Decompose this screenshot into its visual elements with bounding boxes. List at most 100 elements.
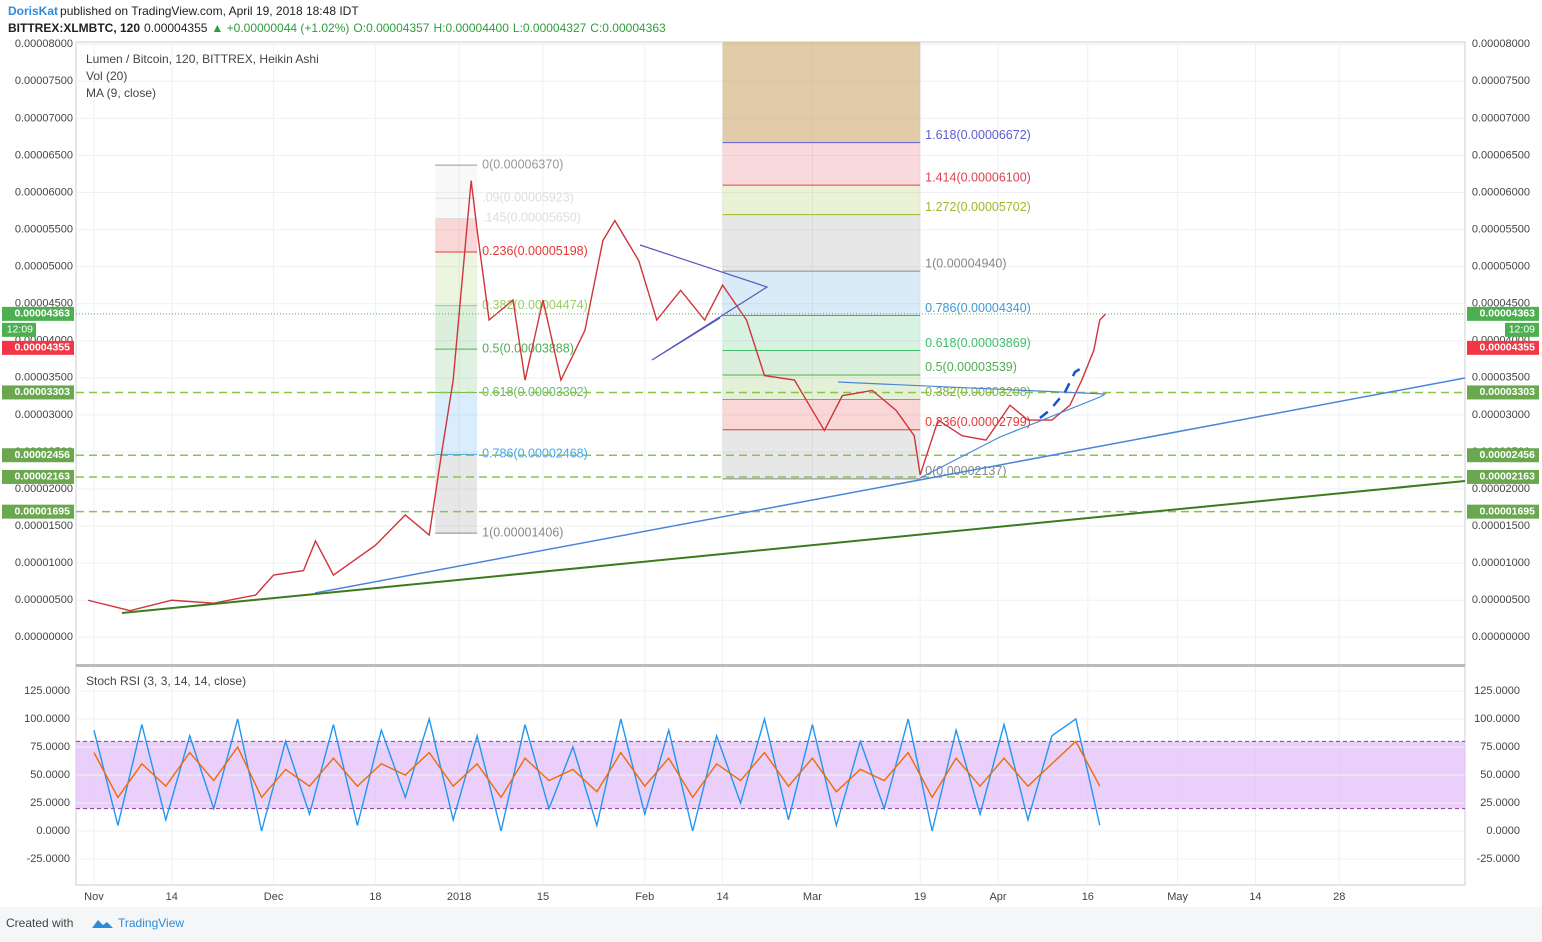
footer-text: Created with (6, 916, 73, 930)
fib-label: .145(0.00005650) (482, 211, 581, 225)
y-tick-label: 0.00002000 (15, 483, 73, 495)
drawings (121, 244, 1466, 614)
x-tick-label: 14 (716, 891, 728, 903)
y-tick-label: 100.0000 (24, 713, 70, 725)
fib-label: 0.786(0.00004340) (925, 301, 1031, 315)
countdown-tag (2, 322, 36, 337)
level-tag (1467, 448, 1539, 463)
fib-band (722, 350, 921, 375)
y-tick-label: 0.0000 (1486, 825, 1520, 837)
x-tick-label: Dec (264, 891, 284, 903)
level-label: 0.00002456 (1480, 449, 1536, 461)
y-tick-label: 0.00001000 (1472, 557, 1530, 569)
y-tick-label: 0.00007000 (15, 112, 73, 124)
symbol: BITTREX:XLMBTC, 120 (8, 21, 141, 35)
projection (1039, 364, 1086, 419)
fib-label: 0.786(0.00002468) (482, 447, 588, 461)
publish-line: DorisKat published on TradingView.com, Ap… (8, 3, 670, 20)
y-tick-label: 0.00000500 (15, 594, 73, 606)
low: L:0.00004327 (512, 21, 587, 35)
footer-brand[interactable]: TradingView (118, 916, 184, 930)
y-tick-label: 25.0000 (1480, 797, 1520, 809)
level-label: 0.00002163 (1480, 471, 1536, 483)
level-label: 0.00001695 (1480, 505, 1536, 517)
y-tick-label: 75.0000 (1480, 741, 1520, 753)
x-tick-label: 28 (1333, 891, 1345, 903)
fib-band (722, 214, 921, 272)
author[interactable]: DorisKat (8, 4, 59, 18)
fib-band (722, 185, 921, 215)
y-tick-label: 0.00001500 (15, 520, 73, 532)
x-tick-label: Feb (635, 891, 654, 903)
price: 0.00004355 (144, 21, 208, 35)
countdown-tag (1505, 322, 1539, 337)
fib-band (435, 198, 478, 219)
y-tick-label: 0.00005500 (1472, 223, 1530, 235)
level-label: 0.00002456 (15, 449, 71, 461)
x-tick-label: 14 (166, 891, 178, 903)
x-tick-label: 2018 (447, 891, 471, 903)
y-tick-label: 0.00006500 (15, 149, 73, 161)
footer-bg (0, 907, 1542, 942)
level-tag (1467, 385, 1539, 400)
x-tick-label: Nov (84, 891, 104, 903)
series-line (87, 180, 1107, 612)
y-tick-label: 0.00007500 (1472, 75, 1530, 87)
y-tick-label: 0.00005000 (15, 261, 73, 273)
y-tick-label: 0.00000000 (15, 631, 73, 643)
fib-label: 1(0.00001406) (482, 525, 563, 539)
triangle (837, 381, 1108, 479)
fib-label: 1.618(0.00006672) (925, 128, 1031, 142)
fib-band (722, 42, 921, 143)
y-tick-label: 0.00000500 (1472, 594, 1530, 606)
price-label: 0.00004363 (15, 308, 71, 320)
trendline (121, 480, 1466, 614)
chart-title: Lumen / Bitcoin, 120, BITTREX, Heikin As… (86, 52, 319, 66)
y-tick-label: 125.0000 (24, 685, 70, 697)
y-tick-label: 0.00006500 (1472, 149, 1530, 161)
close: C:0.00004363 (590, 21, 666, 35)
series-line (93, 716, 1101, 832)
fib-label: 1.414(0.00006100) (925, 170, 1031, 184)
y-tick-label: 75.0000 (30, 741, 70, 753)
level-tag (1467, 504, 1539, 519)
y-tick-label: 0.00006000 (15, 186, 73, 198)
y-tick-label: 0.00008000 (1472, 38, 1530, 50)
y-tick-label: 0.00006000 (1472, 186, 1530, 198)
y-tick-label: 0.00003500 (15, 372, 73, 384)
quote-line: BITTREX:XLMBTC, 120 0.00004355 ▲ +0.000000… (8, 20, 670, 37)
x-tick-label: 19 (914, 891, 926, 903)
trendline (314, 377, 1466, 594)
y-tick-label: 25.0000 (30, 797, 70, 809)
x-tick-label: May (1167, 891, 1188, 903)
price-tag (2, 306, 74, 321)
y-tick-label: 0.00000000 (1472, 631, 1530, 643)
fib-band (435, 251, 478, 306)
fib-label: 0.618(0.00003869) (925, 336, 1031, 350)
fib-band (435, 349, 478, 393)
fib-label: 0.382(0.00004474) (482, 298, 588, 312)
y-tick-label: 0.00008000 (15, 38, 73, 50)
triangle (639, 244, 769, 361)
fib-band (435, 218, 478, 252)
y-tick-label: 0.00003000 (15, 409, 73, 421)
y-tick-label: 0.0000 (36, 825, 70, 837)
fib-label: 1.272(0.00005702) (925, 200, 1031, 214)
fib-label: 0.236(0.00005198) (482, 244, 588, 258)
fib-band (722, 142, 921, 186)
level-tag (2, 385, 74, 400)
published: published on TradingView.com, April 19, … (60, 4, 359, 18)
y-tick-label: -25.0000 (27, 853, 70, 865)
high: H:0.00004400 (433, 21, 509, 35)
x-tick-label: 14 (1249, 891, 1261, 903)
y-tick-label: 0.00001500 (1472, 520, 1530, 532)
fib-label: 0.236(0.00002799) (925, 415, 1031, 429)
indicator: MA (9, close) (86, 86, 156, 100)
y-tick-label: 0.00002000 (1472, 483, 1530, 495)
x-tick-label: 16 (1082, 891, 1094, 903)
price-label: 0.00004355 (1480, 342, 1536, 354)
indicator: Vol (20) (86, 69, 127, 83)
fib-label: 1(0.00004940) (925, 256, 1006, 270)
fib-label: .09(0.00005923) (482, 191, 574, 205)
price-tag (1467, 306, 1539, 321)
